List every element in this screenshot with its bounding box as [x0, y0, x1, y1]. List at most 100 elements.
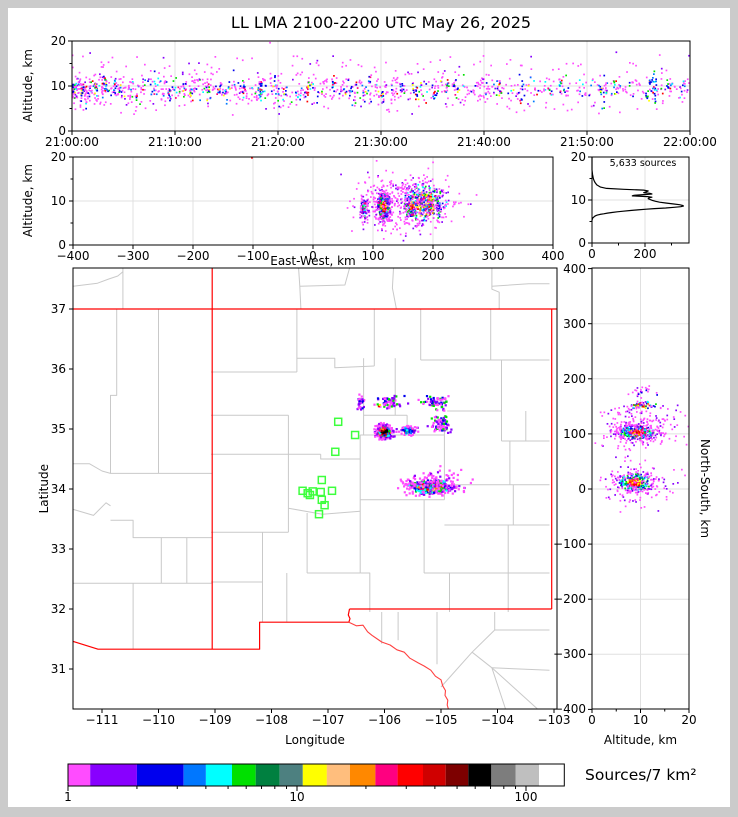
data-point: [353, 91, 356, 94]
data-point: [162, 56, 165, 59]
data-point: [610, 422, 613, 425]
data-point: [270, 90, 273, 93]
data-point: [530, 55, 532, 58]
data-point: [389, 181, 391, 183]
data-point: [445, 415, 448, 419]
data-point: [426, 181, 428, 184]
data-point: [640, 473, 642, 476]
data-point: [406, 211, 409, 213]
data-point: [635, 440, 637, 443]
data-point: [396, 205, 399, 208]
data-point: [645, 435, 648, 438]
data-point: [437, 208, 439, 210]
data-point: [648, 475, 651, 478]
data-point: [386, 397, 389, 400]
data-point: [414, 483, 417, 486]
data-point: [233, 80, 235, 83]
data-point: [410, 434, 413, 437]
data-point: [415, 201, 417, 204]
data-point: [355, 83, 358, 86]
data-point: [364, 200, 367, 203]
data-point: [658, 432, 661, 434]
data-point: [407, 205, 410, 208]
data-point: [245, 97, 248, 99]
data-point: [431, 491, 434, 494]
data-point: [629, 428, 632, 430]
data-point: [392, 399, 395, 402]
data-point: [213, 87, 216, 90]
data-point: [441, 195, 444, 198]
data-point: [431, 193, 434, 196]
data-point: [433, 485, 436, 488]
data-point: [277, 93, 280, 95]
data-point: [640, 435, 642, 438]
data-point: [91, 89, 93, 92]
data-point: [386, 214, 388, 216]
data-point: [605, 82, 608, 84]
data-point: [637, 89, 639, 92]
data-point: [643, 403, 645, 406]
data-point: [463, 86, 466, 88]
data-point: [382, 100, 385, 102]
data-point: [480, 95, 483, 97]
data-point: [379, 211, 381, 214]
data-point: [652, 87, 654, 90]
data-point: [647, 90, 649, 92]
data-point: [73, 86, 76, 88]
data-point: [84, 89, 87, 91]
data-point: [269, 77, 272, 80]
data-point: [314, 87, 316, 89]
data-point: [427, 212, 429, 214]
data-point: [258, 82, 260, 85]
data-point: [227, 87, 230, 90]
data-point: [362, 205, 364, 208]
data-point: [497, 85, 499, 88]
data-point: [430, 97, 433, 99]
data-point: [219, 92, 222, 94]
data-point: [395, 78, 398, 81]
data-point: [432, 206, 435, 209]
data-point: [422, 206, 425, 209]
data-point: [403, 205, 405, 208]
data-point: [396, 228, 398, 231]
data-point: [137, 84, 139, 87]
data-point: [620, 438, 622, 441]
data-point: [387, 428, 390, 431]
data-point: [421, 219, 423, 222]
data-point: [144, 79, 146, 81]
data-point: [154, 83, 157, 85]
data-point: [442, 191, 445, 194]
data-point: [414, 202, 417, 205]
data-point: [94, 73, 97, 76]
data-point: [655, 403, 657, 405]
data-point: [422, 192, 425, 195]
data-point: [650, 405, 653, 408]
data-point: [437, 481, 440, 484]
data-point: [99, 76, 102, 79]
data-point: [629, 424, 631, 427]
data-point: [209, 84, 212, 86]
data-point: [84, 98, 86, 100]
data-point: [291, 91, 294, 94]
data-point: [153, 93, 156, 95]
data-point: [482, 95, 485, 97]
data-point: [427, 479, 430, 482]
data-point: [631, 415, 633, 417]
data-point: [486, 98, 489, 100]
data-point: [418, 193, 421, 196]
data-point: [637, 404, 640, 407]
data-point: [529, 76, 532, 79]
data-point: [440, 427, 443, 430]
data-point: [376, 430, 379, 433]
data-point: [438, 429, 441, 432]
data-point: [170, 75, 172, 77]
data-point: [439, 59, 441, 61]
data-point: [650, 474, 653, 477]
data-point: [390, 102, 393, 105]
data-point: [306, 92, 308, 95]
data-point: [584, 93, 586, 96]
data-point: [636, 108, 639, 110]
data-point: [636, 425, 639, 428]
data-point: [629, 487, 631, 489]
data-point: [559, 91, 562, 94]
